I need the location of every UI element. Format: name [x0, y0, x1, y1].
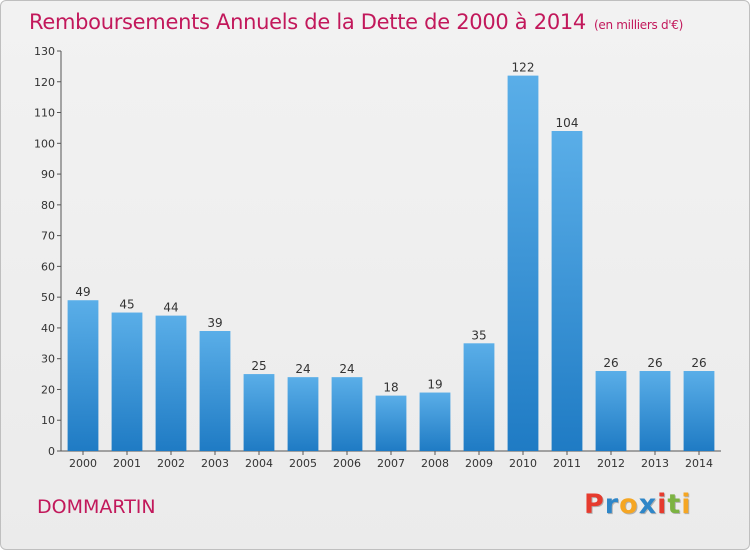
y-tick-label: 80: [41, 199, 55, 212]
y-tick-label: 130: [34, 45, 55, 58]
bar: [639, 371, 671, 451]
x-tick-label: 2001: [113, 457, 141, 470]
bar: [331, 377, 363, 451]
bar: [287, 377, 319, 451]
x-tick-label: 2008: [421, 457, 449, 470]
x-tick-label: 2004: [245, 457, 273, 470]
x-tick-label: 2003: [201, 457, 229, 470]
y-tick-label: 10: [41, 414, 55, 427]
y-tick-label: 90: [41, 168, 55, 181]
x-tick-label: 2000: [69, 457, 97, 470]
y-tick-label: 50: [41, 291, 55, 304]
y-tick-label: 0: [48, 445, 55, 458]
value-labels: 49 45 44 39 25 24 24 18 19 35 122 104 26 26 26: [75, 61, 706, 395]
data-label: 26: [603, 356, 618, 370]
commune-name: DOMMARTIN: [37, 496, 156, 518]
bar: [595, 371, 627, 451]
proxiti-logo: Proxiti: [584, 489, 692, 520]
y-tick-label: 70: [41, 230, 55, 243]
logo-letter: t: [667, 489, 682, 520]
bar: [67, 300, 99, 451]
logo-letter: x: [638, 489, 658, 520]
x-tick-label: 2014: [685, 457, 713, 470]
logo-letter: r: [604, 489, 620, 520]
title-text: Remboursements Annuels de la Dette de 20…: [29, 10, 586, 34]
data-label: 24: [339, 362, 354, 376]
logo-letter: i: [657, 489, 668, 520]
y-tick-label: 120: [34, 76, 55, 89]
y-tick-label: 100: [34, 137, 55, 150]
data-label: 39: [207, 316, 222, 330]
data-label: 25: [251, 359, 266, 373]
chart-title: Remboursements Annuels de la Dette de 20…: [29, 10, 683, 34]
logo-letter: o: [619, 489, 639, 520]
y-tick-label: 110: [34, 107, 55, 120]
data-label: 24: [295, 362, 310, 376]
y-tick-label: 20: [41, 383, 55, 396]
x-tick-label: 2012: [597, 457, 625, 470]
data-label: 45: [119, 298, 134, 312]
bar: [243, 374, 275, 451]
bar: [155, 315, 187, 451]
data-label: 49: [75, 285, 90, 299]
logo-letter: P: [584, 489, 605, 520]
data-label: 122: [512, 61, 535, 75]
data-label: 26: [691, 356, 706, 370]
data-label: 35: [471, 328, 486, 342]
y-tick-label: 60: [41, 260, 55, 273]
bar: [551, 131, 583, 451]
data-label: 104: [556, 116, 579, 130]
x-tick-label: 2007: [377, 457, 405, 470]
data-label: 44: [163, 301, 178, 315]
bar: [683, 371, 715, 451]
bar: [463, 343, 495, 451]
bar: [111, 312, 143, 451]
y-tick-label: 30: [41, 353, 55, 366]
logo-letter: i: [681, 489, 692, 520]
x-tick-label: 2009: [465, 457, 493, 470]
unit-label: (en milliers d'€): [594, 18, 684, 32]
bar: [419, 392, 451, 451]
axes: 0 10 20 30 40 50 60 70 80 90 100 110 120 130 2000 2001 2…: [34, 45, 721, 470]
bar: [199, 331, 231, 451]
y-tick-label: 40: [41, 322, 55, 335]
x-tick-label: 2005: [289, 457, 317, 470]
bars: [67, 75, 715, 451]
x-tick-label: 2013: [641, 457, 669, 470]
data-label: 26: [647, 356, 662, 370]
bar: [507, 75, 539, 451]
bar: [375, 395, 407, 451]
x-tick-label: 2006: [333, 457, 361, 470]
x-tick-label: 2002: [157, 457, 185, 470]
x-tick-label: 2010: [509, 457, 537, 470]
data-label: 19: [427, 378, 442, 392]
x-tick-label: 2011: [553, 457, 581, 470]
data-label: 18: [383, 381, 398, 395]
